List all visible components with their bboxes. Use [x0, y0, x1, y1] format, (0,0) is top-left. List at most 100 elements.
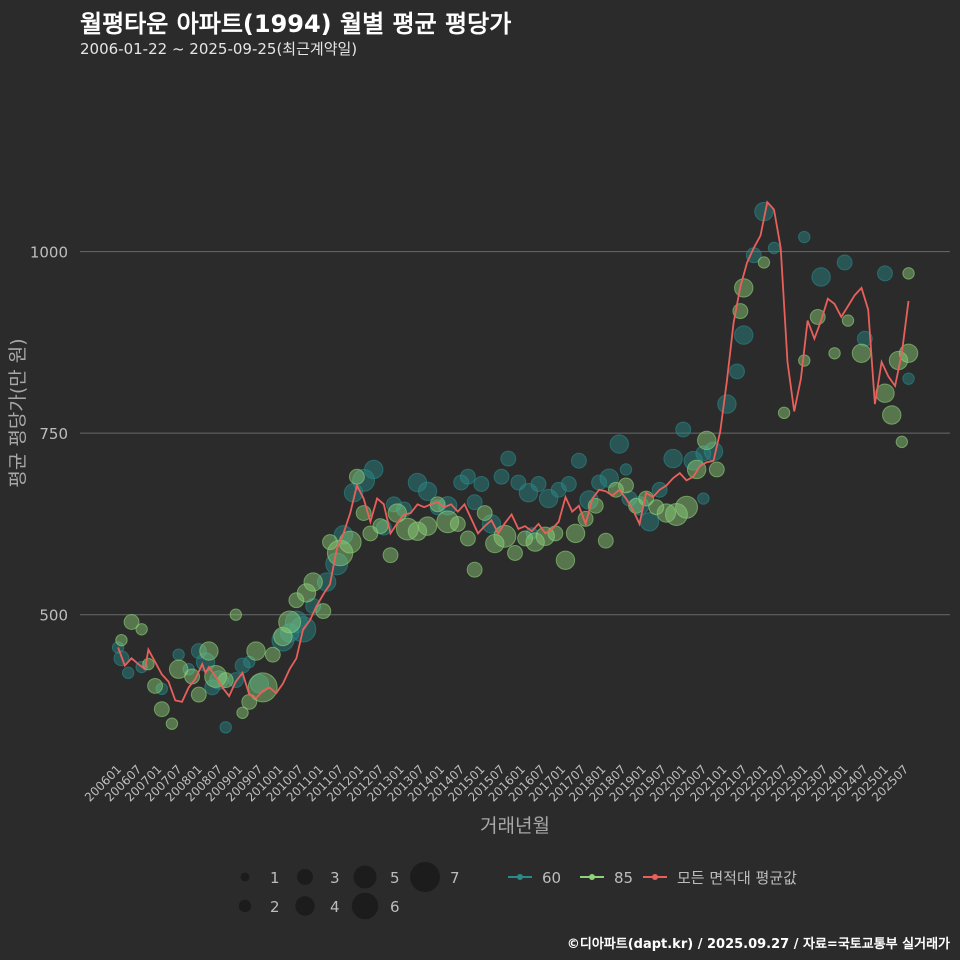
- color-legend-label: 60: [542, 869, 561, 887]
- size-legend-label: 5: [390, 869, 400, 887]
- legend-point-key: [589, 874, 595, 880]
- size-legend-label: 6: [390, 898, 400, 916]
- point-60: [798, 230, 811, 244]
- point-85: [135, 623, 148, 636]
- point-85: [288, 592, 305, 609]
- point-85: [507, 545, 523, 561]
- point-85: [547, 525, 564, 542]
- point-85: [841, 314, 855, 327]
- point-60: [560, 476, 577, 492]
- x-axis-label: 거래년월: [480, 815, 550, 837]
- point-60: [729, 363, 745, 380]
- y-tick-label: 1000: [30, 244, 68, 262]
- point-85: [675, 495, 698, 519]
- point-85: [278, 610, 302, 634]
- point-60: [902, 372, 915, 385]
- point-60: [877, 265, 893, 282]
- size-legend-key: [238, 899, 252, 913]
- legend: 1 3 5 7 2 4 6 60 85 모든 면적대 평균값: [238, 862, 797, 920]
- point-60: [172, 648, 185, 661]
- point-60: [836, 254, 853, 271]
- point-60: [121, 666, 135, 680]
- point-85: [535, 526, 555, 546]
- chart-subtitle: 2006-01-22 ~ 2025-09-25(최근계약일): [80, 40, 358, 58]
- point-60: [518, 483, 539, 503]
- y-tick-label: 500: [39, 607, 68, 625]
- point-60: [459, 468, 476, 485]
- legend-point-key: [652, 874, 658, 880]
- size-legend-label: 1: [270, 869, 280, 887]
- size-legend-label: 3: [330, 869, 340, 887]
- point-85: [153, 701, 170, 718]
- point-60: [473, 476, 490, 492]
- point-60: [271, 628, 295, 652]
- grid-lines: [80, 251, 950, 616]
- point-60: [619, 463, 633, 476]
- size-legend-key: [410, 862, 440, 892]
- point-60: [190, 643, 207, 660]
- point-85: [273, 626, 293, 647]
- point-85: [436, 510, 460, 534]
- point-60: [811, 267, 831, 287]
- point-85: [525, 532, 545, 552]
- point-85: [828, 347, 841, 360]
- series-85-points: [115, 256, 919, 730]
- point-85: [493, 524, 517, 548]
- size-legend-key: [351, 892, 379, 920]
- y-axis-label: 평균 평당가(만 원): [7, 338, 29, 487]
- point-60: [717, 394, 737, 414]
- point-85: [229, 608, 243, 621]
- point-85: [115, 633, 128, 647]
- size-legend-key: [295, 896, 315, 916]
- point-60: [493, 468, 510, 485]
- point-85: [466, 561, 483, 578]
- point-85: [555, 550, 576, 570]
- point-60: [856, 330, 873, 347]
- point-60: [639, 512, 660, 532]
- point-60: [675, 421, 692, 438]
- point-60: [219, 721, 232, 734]
- point-85: [851, 343, 872, 363]
- size-legend-key: [240, 872, 250, 882]
- point-85: [322, 534, 338, 551]
- point-85: [449, 515, 466, 532]
- point-60: [550, 481, 567, 498]
- point-85: [123, 614, 140, 630]
- point-85: [708, 461, 725, 478]
- point-85: [303, 572, 323, 592]
- size-legend-key: [353, 865, 377, 889]
- average-line: [117, 200, 910, 703]
- point-85: [147, 677, 164, 694]
- point-60: [453, 474, 470, 491]
- point-85: [264, 646, 281, 663]
- point-60: [466, 494, 483, 511]
- point-85: [686, 459, 707, 480]
- point-60: [417, 481, 438, 501]
- point-85: [656, 503, 677, 523]
- size-legend-label: 7: [450, 869, 460, 887]
- point-85: [407, 521, 428, 541]
- point-85: [476, 505, 493, 522]
- point-60: [249, 674, 270, 694]
- x-axis: 2006012006072007012007072008012008072009…: [82, 762, 911, 804]
- point-85: [247, 672, 278, 703]
- point-85: [199, 641, 219, 661]
- point-60: [570, 452, 587, 469]
- point-60: [697, 492, 710, 505]
- point-85: [348, 468, 365, 485]
- point-85: [648, 499, 665, 516]
- point-85: [607, 481, 624, 498]
- point-85: [898, 343, 919, 363]
- point-60: [538, 488, 559, 509]
- point-85: [734, 278, 754, 298]
- point-85: [236, 706, 249, 719]
- point-85: [382, 547, 399, 564]
- point-60: [609, 434, 629, 454]
- point-60: [734, 325, 754, 345]
- point-85: [246, 641, 266, 661]
- point-85: [417, 516, 438, 536]
- y-axis: 500 750 1000: [30, 244, 68, 625]
- point-60: [364, 459, 384, 480]
- point-60: [767, 241, 781, 255]
- point-60: [530, 476, 547, 492]
